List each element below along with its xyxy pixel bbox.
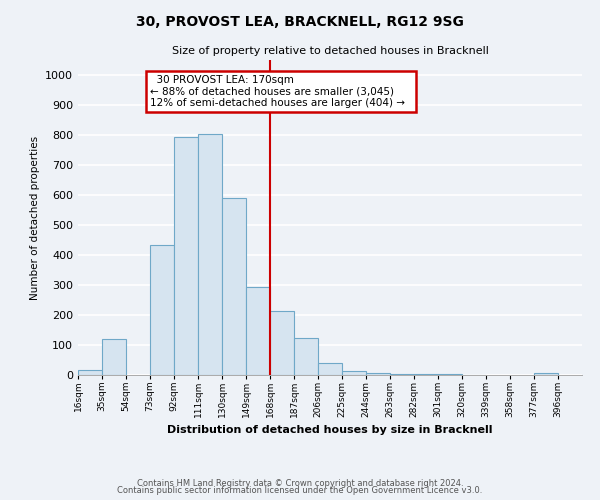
Title: Size of property relative to detached houses in Bracknell: Size of property relative to detached ho… xyxy=(172,46,488,56)
Text: Contains public sector information licensed under the Open Government Licence v3: Contains public sector information licen… xyxy=(118,486,482,495)
Bar xyxy=(414,374,438,375)
Bar xyxy=(102,339,126,375)
Bar xyxy=(366,372,390,375)
Bar xyxy=(78,370,102,375)
Bar xyxy=(246,287,270,375)
Bar xyxy=(342,370,366,375)
Bar xyxy=(438,374,462,375)
Text: Contains HM Land Registry data © Crown copyright and database right 2024.: Contains HM Land Registry data © Crown c… xyxy=(137,478,463,488)
Bar xyxy=(174,137,198,375)
Bar xyxy=(222,198,246,375)
Bar xyxy=(294,338,318,375)
Bar xyxy=(270,310,294,375)
Bar xyxy=(150,245,174,375)
Bar xyxy=(318,363,342,375)
Bar xyxy=(390,374,414,375)
Bar xyxy=(198,134,222,375)
Text: 30 PROVOST LEA: 170sqm
← 88% of detached houses are smaller (3,045)
12% of semi-: 30 PROVOST LEA: 170sqm ← 88% of detached… xyxy=(150,75,412,108)
Bar xyxy=(534,373,558,375)
Text: 30, PROVOST LEA, BRACKNELL, RG12 9SG: 30, PROVOST LEA, BRACKNELL, RG12 9SG xyxy=(136,15,464,29)
Y-axis label: Number of detached properties: Number of detached properties xyxy=(29,136,40,300)
X-axis label: Distribution of detached houses by size in Bracknell: Distribution of detached houses by size … xyxy=(167,426,493,436)
